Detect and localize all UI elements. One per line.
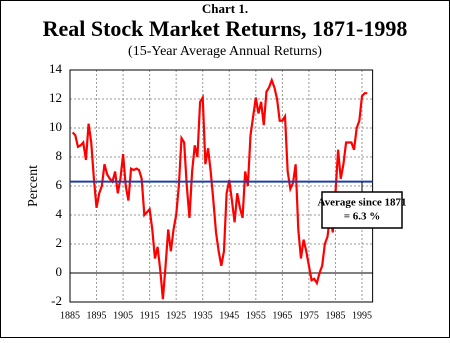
- chart-subtitle: (15-Year Average Annual Returns): [128, 44, 322, 59]
- y-tick-label: 2: [56, 235, 63, 250]
- data-line: [71, 76, 368, 300]
- y-axis-label: Percent: [26, 165, 41, 207]
- plot-border: [69, 69, 374, 303]
- y-tick-label: 8: [56, 148, 63, 163]
- x-tick-label: 1965: [272, 310, 292, 321]
- x-tick-label: 1915: [140, 310, 160, 321]
- y-tick-label: -2: [51, 293, 62, 308]
- x-tick-label: 1975: [299, 310, 319, 321]
- annotation-text: Average since 1871: [318, 197, 407, 209]
- y-tick-label: 12: [49, 90, 62, 105]
- y-tick-label: 14: [49, 61, 63, 76]
- y-tick-label: 10: [49, 119, 62, 134]
- x-tick-label: 1935: [193, 310, 213, 321]
- x-tick-label: 1895: [87, 310, 107, 321]
- x-tick-label: 1985: [325, 310, 345, 321]
- annotation-text: = 6.3 %: [344, 211, 381, 223]
- chart-title: Real Stock Market Returns, 1871-1998: [43, 16, 408, 41]
- x-tick-label: 1945: [219, 310, 239, 321]
- x-tick-label: 1925: [166, 310, 186, 321]
- x-tick-label: 1905: [113, 310, 133, 321]
- chart-label: Chart 1.: [202, 1, 248, 16]
- y-tick-label: 0: [56, 264, 63, 279]
- annotation-box: [321, 191, 403, 229]
- x-tick-label: 1955: [246, 310, 266, 321]
- y-tick-label: 6: [56, 177, 63, 192]
- y-tick-label: 4: [56, 206, 63, 221]
- x-tick-label: 1995: [352, 310, 372, 321]
- x-tick-label: 1885: [60, 310, 80, 321]
